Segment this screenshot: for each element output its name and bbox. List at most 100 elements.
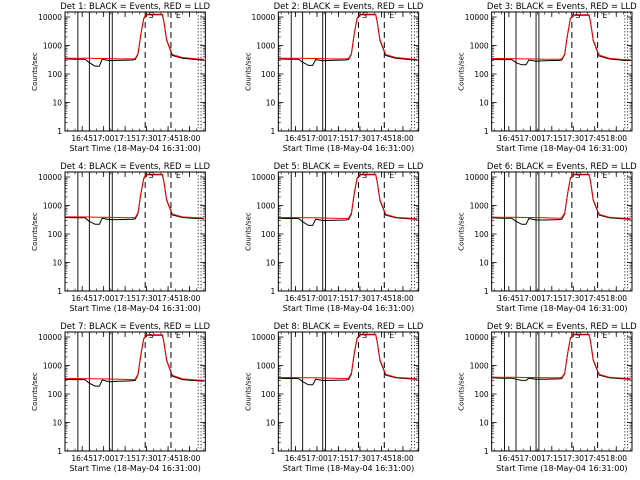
y-tick-label: 1000 bbox=[470, 202, 489, 211]
x-tick-label: 16:45 bbox=[498, 454, 520, 463]
y-tick-label: 10 bbox=[266, 259, 276, 268]
x-tick-label: 17:45 bbox=[371, 294, 393, 303]
x-tick-label: 17:15 bbox=[541, 294, 563, 303]
x-tick-label: 17:00 bbox=[306, 454, 328, 463]
plot-frame bbox=[277, 11, 420, 132]
y-tick-label: 1000 bbox=[256, 42, 275, 51]
y-tick-label: 1 bbox=[271, 127, 276, 136]
y-tick-label: 100 bbox=[261, 390, 276, 399]
y-tick-label: 10 bbox=[52, 259, 62, 268]
lld-series-line bbox=[278, 173, 418, 220]
marker-annotation: E bbox=[176, 331, 181, 340]
y-tick-label: 1000 bbox=[256, 362, 275, 371]
y-tick-label: 10000 bbox=[38, 13, 62, 22]
y-axis-label: Counts/sec bbox=[31, 212, 39, 251]
x-tick-label: 18:00 bbox=[392, 134, 414, 143]
y-tick-label: 100 bbox=[474, 390, 489, 399]
marker-annotation: S bbox=[575, 11, 580, 20]
y-tick-label: 1 bbox=[57, 127, 62, 136]
y-tick-label: 1 bbox=[271, 287, 276, 296]
x-tick-label: 17:30 bbox=[562, 134, 584, 143]
y-tick-label: 100 bbox=[474, 70, 489, 79]
lld-series-line bbox=[491, 14, 631, 61]
marker-annotation: E bbox=[602, 331, 607, 340]
x-tick-label: 17:45 bbox=[584, 454, 606, 463]
x-tick-label: 17:15 bbox=[114, 454, 136, 463]
x-tick-label: 16:45 bbox=[71, 134, 93, 143]
y-axis-label: Counts/sec bbox=[244, 52, 252, 91]
x-tick-label: 17:30 bbox=[349, 134, 371, 143]
y-tick-label: 10000 bbox=[465, 333, 489, 342]
marker-annotation: E bbox=[176, 11, 181, 20]
y-tick-label: 10 bbox=[52, 99, 62, 108]
y-tick-label: 1 bbox=[57, 447, 62, 456]
x-tick-label: 16:45 bbox=[285, 294, 307, 303]
x-tick-label: 17:30 bbox=[136, 134, 158, 143]
y-tick-label: 1000 bbox=[470, 362, 489, 371]
x-tick-label: 18:00 bbox=[392, 294, 414, 303]
marker-annotation: E bbox=[602, 171, 607, 180]
x-tick-label: 17:30 bbox=[349, 294, 371, 303]
x-tick-label: 17:15 bbox=[328, 134, 350, 143]
x-tick-label: 17:45 bbox=[371, 454, 393, 463]
marker-annotation: E bbox=[176, 171, 181, 180]
y-axis-label: Counts/sec bbox=[458, 372, 466, 411]
x-axis-label: Start Time (18-May-04 16:31:00) bbox=[496, 304, 627, 313]
lld-series-line bbox=[65, 173, 204, 219]
lld-series-line bbox=[491, 173, 631, 219]
marker-annotation: S bbox=[575, 171, 580, 180]
y-axis-label: Counts/sec bbox=[458, 212, 466, 251]
panel-title: Det 9: BLACK = Events, RED = LLD bbox=[487, 322, 637, 332]
x-tick-label: 17:30 bbox=[562, 294, 584, 303]
x-tick-label: 16:45 bbox=[498, 294, 520, 303]
x-tick-label: 18:00 bbox=[392, 454, 414, 463]
x-tick-label: 17:30 bbox=[136, 294, 158, 303]
panel-title: Det 2: BLACK = Events, RED = LLD bbox=[274, 2, 424, 12]
detector-panel: Det 5: BLACK = Events, RED = LLD 1 10 100 10… bbox=[244, 162, 424, 313]
y-axis-label: Counts/sec bbox=[244, 372, 252, 411]
y-tick-label: 10000 bbox=[465, 13, 489, 22]
panel-title: Det 8: BLACK = Events, RED = LLD bbox=[274, 322, 424, 332]
x-tick-label: 17:15 bbox=[328, 294, 350, 303]
x-tick-label: 18:00 bbox=[605, 454, 627, 463]
marker-annotation: S bbox=[149, 11, 154, 20]
x-tick-label: 17:30 bbox=[562, 454, 584, 463]
y-axis-label: Counts/sec bbox=[31, 52, 39, 91]
y-tick-label: 1000 bbox=[43, 42, 62, 51]
y-tick-label: 10000 bbox=[251, 333, 275, 342]
detector-panel: Det 2: BLACK = Events, RED = LLD 1 10 100 10… bbox=[244, 2, 424, 153]
x-tick-label: 17:00 bbox=[306, 134, 328, 143]
plot-frame bbox=[277, 171, 420, 292]
x-tick-label: 17:45 bbox=[157, 294, 179, 303]
y-tick-label: 10000 bbox=[465, 173, 489, 182]
x-tick-label: 18:00 bbox=[179, 134, 201, 143]
x-tick-label: 17:45 bbox=[157, 454, 179, 463]
plot-frame bbox=[64, 171, 206, 292]
y-axis-label: Counts/sec bbox=[244, 212, 252, 251]
y-tick-label: 10 bbox=[479, 259, 489, 268]
y-tick-label: 10000 bbox=[251, 13, 275, 22]
y-tick-label: 1 bbox=[484, 447, 489, 456]
x-axis-label: Start Time (18-May-04 16:31:00) bbox=[69, 144, 200, 153]
x-tick-label: 17:00 bbox=[520, 294, 542, 303]
y-tick-label: 100 bbox=[48, 70, 63, 79]
y-tick-label: 10 bbox=[479, 419, 489, 428]
y-axis-label: Counts/sec bbox=[458, 52, 466, 91]
y-tick-label: 10 bbox=[266, 99, 276, 108]
y-tick-label: 100 bbox=[48, 230, 63, 239]
x-tick-label: 18:00 bbox=[179, 294, 201, 303]
panel-title: Det 1: BLACK = Events, RED = LLD bbox=[60, 2, 210, 12]
x-axis-label: Start Time (18-May-04 16:31:00) bbox=[496, 144, 627, 153]
y-tick-label: 1 bbox=[484, 127, 489, 136]
x-tick-label: 17:15 bbox=[114, 294, 136, 303]
y-tick-label: 100 bbox=[261, 70, 276, 79]
x-tick-label: 17:30 bbox=[136, 454, 158, 463]
x-tick-label: 17:45 bbox=[584, 294, 606, 303]
panel-title: Det 3: BLACK = Events, RED = LLD bbox=[487, 2, 637, 12]
plot-frame bbox=[64, 331, 206, 452]
x-tick-label: 17:00 bbox=[520, 454, 542, 463]
x-tick-label: 16:45 bbox=[71, 294, 93, 303]
marker-annotation: S bbox=[575, 331, 580, 340]
y-tick-label: 100 bbox=[48, 390, 63, 399]
